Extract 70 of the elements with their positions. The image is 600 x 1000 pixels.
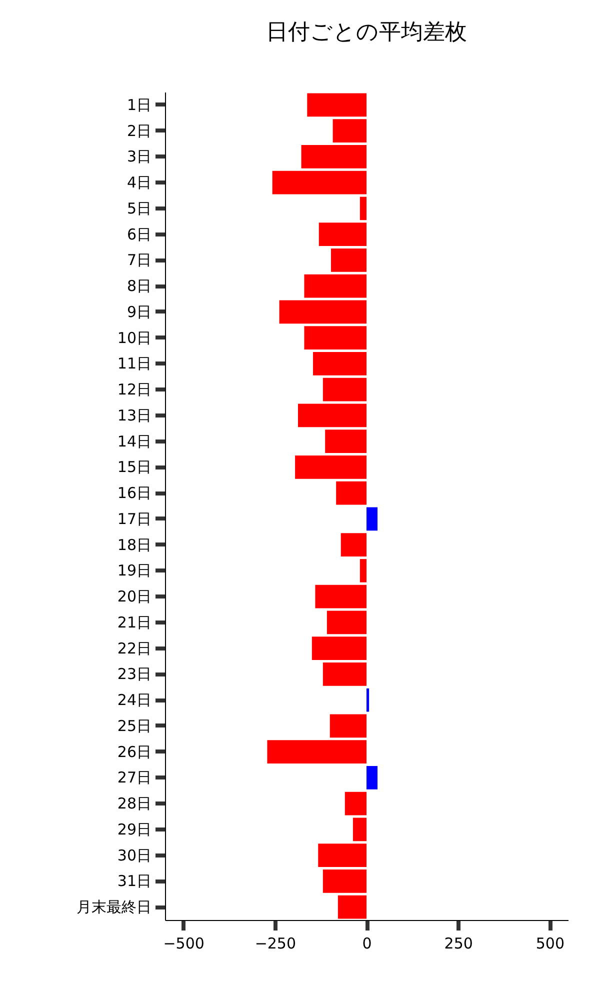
y-tick-label: 10日 <box>117 328 152 347</box>
y-tick-label: 12日 <box>117 380 152 399</box>
y-tick-label: 15日 <box>117 458 152 476</box>
y-tick-label: 22日 <box>117 639 152 658</box>
y-tick-label: 4日 <box>126 174 152 192</box>
bar <box>322 662 366 686</box>
bar <box>332 119 366 142</box>
y-tick-label: 8日 <box>126 277 152 296</box>
bar <box>344 792 366 816</box>
bar <box>301 145 366 168</box>
bar <box>304 326 366 350</box>
y-tick-label: 5日 <box>126 199 152 218</box>
bar <box>366 507 378 531</box>
y-tick-label: 27日 <box>117 768 152 787</box>
bar <box>366 688 370 712</box>
y-tick-label: 24日 <box>117 691 152 710</box>
bar <box>307 93 366 117</box>
y-tick-label: 30日 <box>117 846 152 864</box>
bar <box>336 481 366 505</box>
bar <box>279 300 366 324</box>
bar <box>340 533 366 556</box>
bar <box>322 870 366 893</box>
bar <box>325 430 366 453</box>
y-tick-label: 17日 <box>117 510 152 528</box>
bar <box>326 610 366 634</box>
y-tick-label: 13日 <box>117 406 152 424</box>
y-tick-label: 18日 <box>117 536 152 554</box>
y-tick-label: 3日 <box>126 148 152 166</box>
x-tick-label: −250 <box>254 934 296 952</box>
bar <box>360 559 366 582</box>
bar <box>318 222 366 246</box>
y-tick-label: 月末最終日 <box>76 898 152 916</box>
y-tick-label: 6日 <box>126 225 152 244</box>
x-tick-label: 500 <box>536 934 564 952</box>
y-tick-label: 14日 <box>117 432 152 450</box>
y-tick-label: 19日 <box>117 562 152 580</box>
x-tick-label: −500 <box>163 934 204 952</box>
y-tick-label: 23日 <box>117 665 152 684</box>
bar <box>330 714 366 738</box>
bar <box>338 895 366 919</box>
y-tick-label: 9日 <box>126 302 152 321</box>
bar <box>295 456 366 479</box>
y-tick-label: 25日 <box>117 716 152 735</box>
bar <box>313 352 366 376</box>
bar <box>304 274 366 298</box>
bar <box>360 196 366 220</box>
bar <box>322 378 366 402</box>
y-tick-label: 29日 <box>117 820 152 838</box>
bar <box>298 404 366 428</box>
bar <box>352 818 366 842</box>
y-tick-label: 20日 <box>117 588 152 606</box>
bar <box>272 170 366 194</box>
bar <box>312 636 366 660</box>
y-tick-label: 28日 <box>117 794 152 813</box>
bar <box>315 584 366 608</box>
y-tick-label: 26日 <box>117 742 152 761</box>
y-tick-label: 2日 <box>126 122 152 140</box>
y-tick-label: 1日 <box>126 96 152 114</box>
y-tick-label: 31日 <box>117 872 152 890</box>
bar <box>318 844 366 867</box>
y-tick-label: 7日 <box>126 251 152 270</box>
x-tick-label: 250 <box>444 934 473 952</box>
chart-title: 日付ごとの平均差枚 <box>266 20 467 45</box>
x-tick-label: 0 <box>362 934 372 952</box>
bar <box>366 766 378 790</box>
y-tick-label: 16日 <box>117 484 152 502</box>
y-tick-label: 21日 <box>117 613 152 632</box>
bar <box>330 248 366 272</box>
y-tick-label: 11日 <box>117 354 152 373</box>
bar <box>267 740 366 764</box>
